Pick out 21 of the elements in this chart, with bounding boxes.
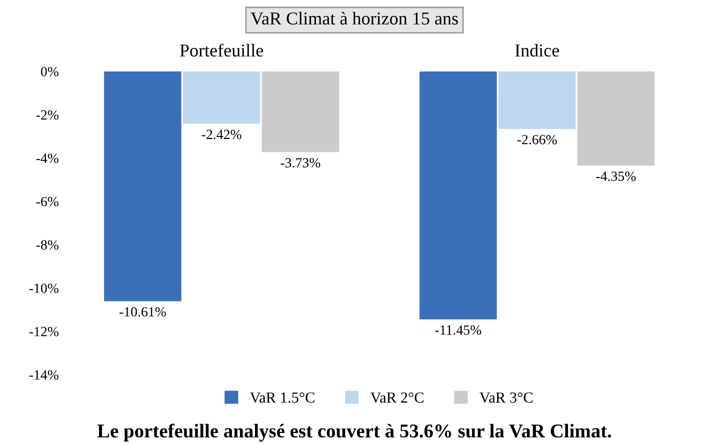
x-tick-label: Indice — [515, 44, 559, 57]
x-tick-label: Portefeuille — [180, 44, 264, 57]
y-tick-label: 0% — [40, 66, 58, 76]
data-label: -3.73% — [280, 158, 320, 168]
y-tick-label: -2% — [36, 110, 58, 120]
y-tick-label: -14% — [29, 370, 58, 380]
data-label: -2.66% — [517, 134, 557, 144]
y-tick-label: -12% — [29, 326, 58, 336]
data-label: -2.42% — [202, 130, 242, 140]
y-tick-label: -10% — [29, 284, 58, 293]
y-tick-label: -4% — [36, 154, 58, 164]
text: Le portefeuille analysé est couvert à 53.6% sur la VaR Climat. — [97, 424, 612, 442]
data-label: -10.61% — [119, 307, 166, 317]
chart-title: VaR Climat à horizon 15 ans — [250, 12, 458, 25]
data-label: -4.35% — [596, 172, 636, 181]
legend-label: VaR 1.5°C — [250, 392, 314, 403]
y-tick-label: -6% — [36, 196, 58, 206]
legend-label: VaR 3°C — [479, 392, 533, 403]
y-tick-label: -8% — [36, 240, 58, 250]
data-label: -11.45% — [435, 325, 482, 335]
legend-label: VaR 2°C — [370, 392, 424, 403]
